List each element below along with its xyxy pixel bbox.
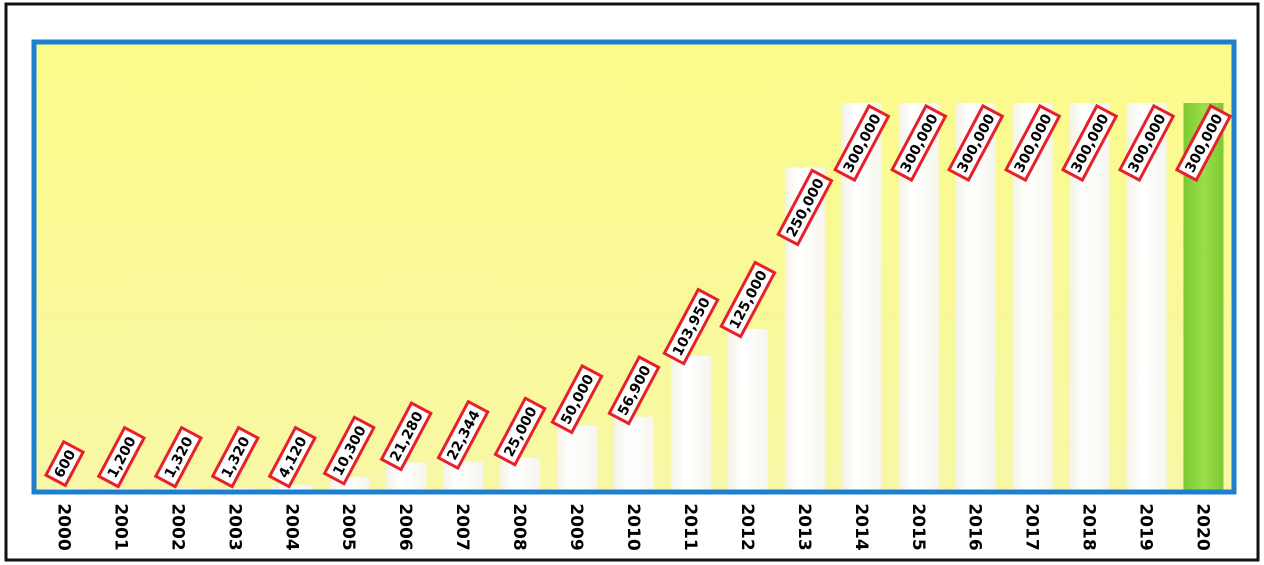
value-label-box [153, 425, 204, 489]
value-label-box [550, 363, 604, 435]
value-label-box [379, 401, 433, 472]
value-labels-group: 600 1,200 1,320 1,320 4,120 10,300 21,280 22,34… [43, 103, 1233, 489]
value-label-box [1174, 103, 1233, 183]
bar-2000 [44, 488, 85, 490]
x-tick-2020: 2020 [1193, 503, 1213, 550]
value-label-box [1060, 103, 1119, 183]
bar-2010 [614, 416, 654, 490]
value-label-box [43, 439, 86, 488]
x-tick-2016: 2016 [965, 503, 985, 550]
value-label-box [1004, 103, 1062, 183]
value-label-2006: 21,280 [379, 401, 433, 472]
plot-border [31, 39, 1237, 495]
x-tick-2008: 2008 [509, 503, 529, 550]
x-tick-2001: 2001 [110, 503, 130, 550]
x-tick-2013: 2013 [794, 503, 814, 550]
value-label-box [267, 425, 317, 489]
bar-2006 [386, 462, 427, 490]
bar-2007 [443, 461, 484, 490]
bar-2003 [215, 488, 256, 490]
value-label-box [662, 287, 720, 366]
value-label-2000: 600 [43, 439, 86, 488]
value-label-box [96, 425, 147, 489]
x-tick-2004: 2004 [281, 503, 301, 550]
value-label-box [833, 103, 891, 183]
value-label-box [607, 355, 661, 426]
bar-2004 [272, 484, 313, 490]
value-label-box [776, 168, 834, 247]
bar-2012 [727, 328, 768, 491]
x-tick-2011: 2011 [680, 503, 700, 550]
bar-2011 [671, 355, 711, 490]
x-axis-tick-labels: 2000 2001 2002 2003 2004 2005 2006 2007 2008 2009… [54, 503, 1213, 550]
bar-2008 [500, 457, 541, 491]
bar-2002 [158, 488, 199, 490]
x-tick-2007: 2007 [452, 503, 472, 550]
bar-2009 [557, 425, 597, 490]
x-tick-2010: 2010 [623, 503, 643, 550]
value-label-box [1117, 103, 1176, 183]
bar-2001 [101, 488, 142, 490]
value-label-box [322, 415, 376, 486]
x-tick-2000: 2000 [54, 503, 74, 550]
x-tick-2012: 2012 [737, 503, 757, 550]
value-label-box [436, 399, 490, 471]
x-tick-2017: 2017 [1022, 503, 1042, 550]
value-label-box [719, 260, 777, 339]
value-label-box [493, 396, 547, 467]
value-label-2011: 103,950 [662, 287, 720, 366]
value-label-box [890, 103, 948, 183]
x-tick-2018: 2018 [1079, 503, 1099, 550]
x-tick-2003: 2003 [224, 503, 244, 550]
value-label-box [947, 103, 1005, 183]
value-label-box [210, 425, 260, 489]
x-tick-2009: 2009 [566, 503, 586, 550]
x-tick-2014: 2014 [851, 503, 871, 550]
x-tick-2006: 2006 [395, 503, 415, 550]
x-tick-2015: 2015 [908, 503, 928, 550]
x-tick-2019: 2019 [1136, 503, 1156, 550]
x-tick-2005: 2005 [338, 503, 358, 550]
x-tick-2002: 2002 [167, 503, 187, 550]
